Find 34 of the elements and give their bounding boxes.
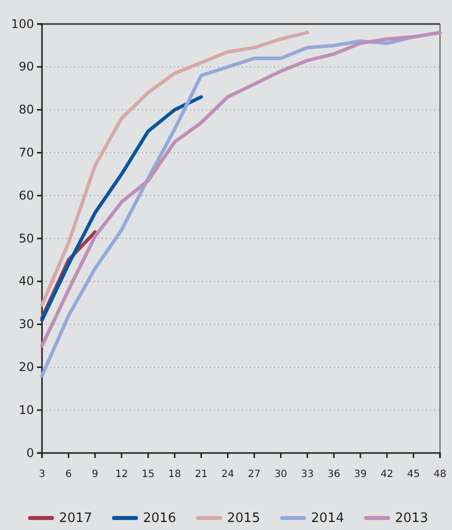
x-tick-label: 30 [274,469,288,480]
y-tick-label: 10 [18,402,34,417]
x-tick-label: 15 [142,469,154,480]
y-tick-label: 0 [26,446,34,460]
y-tick-label: 70 [18,146,34,160]
x-tick-label: 18 [168,469,182,480]
y-tick-label: 50 [18,231,34,246]
x-tick-label: 36 [328,469,340,480]
legend-label: 2017 [59,511,92,526]
legend-label: 2013 [395,511,428,526]
line-series [40,95,203,322]
legend-label: 2014 [311,511,344,526]
x-tick-label: 39 [354,469,367,480]
x-tick-label: 27 [248,469,261,480]
y-tick-label: 80 [18,102,34,117]
x-tick-label: 45 [407,469,420,480]
x-tick-label: 33 [300,469,314,480]
y-tick-label: 30 [18,317,34,332]
x-tick-label: 6 [65,469,72,480]
line-series [40,30,310,307]
x-tick-label: 12 [115,469,128,480]
x-tick-label: 3 [38,469,46,480]
x-tick-label: 48 [434,469,446,480]
x-tick-label: 21 [194,469,208,480]
y-tick-label: 20 [18,360,34,374]
x-tick-label: 42 [380,469,394,480]
x-tick-label: 9 [92,469,98,480]
legend-label: 2015 [227,511,260,526]
y-tick-label: 90 [18,60,34,74]
x-tick-label: 24 [221,469,234,480]
y-tick-label: 100 [11,16,34,31]
y-tick-label: 40 [18,274,34,288]
y-tick-label: 60 [18,188,34,202]
legend-label: 2016 [143,511,176,526]
